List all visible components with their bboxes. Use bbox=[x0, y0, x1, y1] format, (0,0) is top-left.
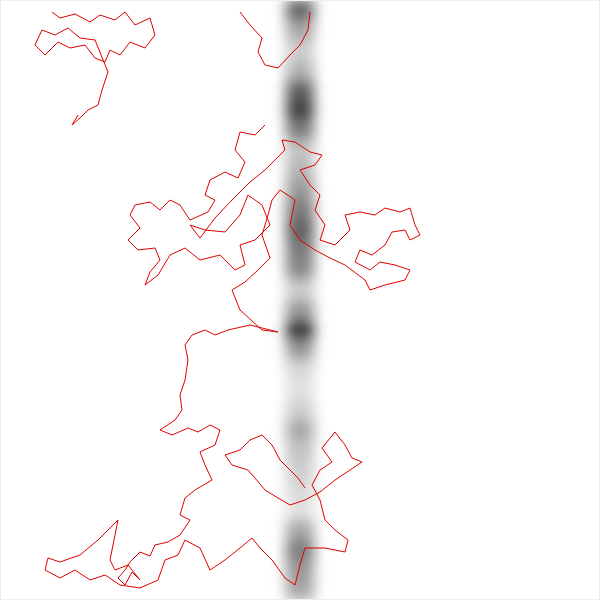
band-cell bbox=[286, 440, 314, 461]
intensity-band bbox=[286, 0, 314, 600]
band-cell bbox=[286, 300, 314, 321]
trajectory bbox=[35, 12, 420, 588]
band-cell bbox=[286, 60, 314, 81]
band-cell bbox=[286, 100, 314, 121]
band-cell bbox=[286, 360, 314, 381]
band-cell bbox=[286, 180, 314, 201]
band-cell bbox=[286, 20, 314, 41]
band-cell bbox=[286, 240, 314, 261]
band-cell bbox=[286, 200, 314, 221]
band-cell bbox=[286, 320, 314, 341]
band-cell bbox=[286, 80, 314, 101]
band-cell bbox=[286, 560, 314, 581]
plot-area bbox=[35, 0, 420, 600]
band-cell bbox=[286, 420, 314, 441]
band-cell bbox=[286, 500, 314, 521]
band-cell bbox=[286, 260, 314, 281]
plot-frame bbox=[1, 1, 600, 600]
band-cell bbox=[286, 540, 314, 561]
band-cell bbox=[286, 520, 314, 541]
band-cell bbox=[286, 380, 314, 401]
band-cell bbox=[286, 580, 314, 600]
chart bbox=[0, 0, 600, 600]
band-cell bbox=[286, 120, 314, 141]
band-cell bbox=[286, 280, 314, 301]
band-cell bbox=[286, 40, 314, 61]
band-cell bbox=[286, 140, 314, 161]
band-cell bbox=[286, 400, 314, 421]
band-cell bbox=[286, 340, 314, 361]
